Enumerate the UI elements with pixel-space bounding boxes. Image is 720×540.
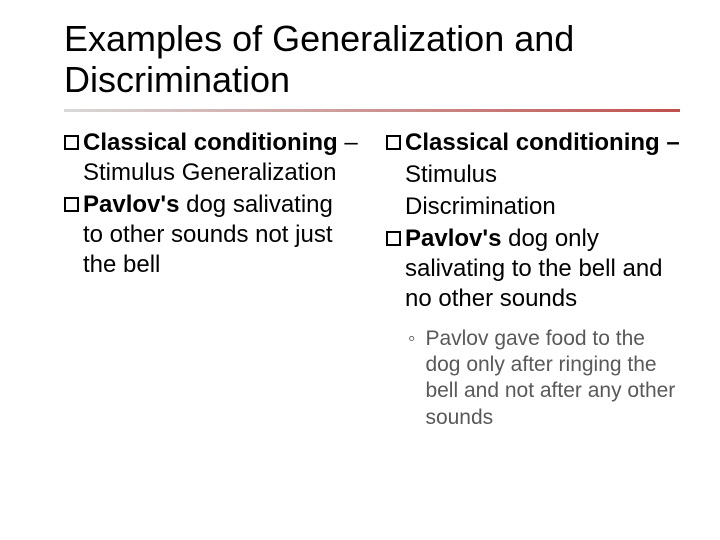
bullet-text: Discrimination [405, 192, 680, 222]
right-column: Classical conditioning – Stimulus Discri… [386, 128, 680, 431]
list-item: Classical conditioning – [386, 128, 680, 158]
bold-run: Classical conditioning – [405, 129, 680, 156]
list-item: Pavlov's dog salivating to other sounds … [64, 190, 358, 280]
bold-run: Pavlov's [405, 225, 501, 252]
square-bullet-icon [64, 135, 79, 150]
bullet-text: Stimulus [405, 160, 680, 190]
bullet-text: Classical conditioning – Stimulus Genera… [83, 128, 358, 188]
list-item: Pavlov's dog only salivating to the bell… [386, 224, 680, 314]
left-column: Classical conditioning – Stimulus Genera… [64, 128, 358, 431]
bullet-text: Pavlov's dog salivating to other sounds … [83, 190, 358, 280]
list-item-continuation: Stimulus [386, 160, 680, 190]
sub-list-item: ◦ Pavlov gave food to the dog only after… [386, 326, 680, 431]
text-run: Discrimination [405, 193, 556, 220]
square-bullet-icon [386, 231, 401, 246]
bullet-text: Classical conditioning – [405, 128, 680, 158]
list-item-continuation: Discrimination [386, 192, 680, 222]
list-item: Classical conditioning – Stimulus Genera… [64, 128, 358, 188]
circle-bullet-icon: ◦ [408, 326, 415, 352]
content-columns: Classical conditioning – Stimulus Genera… [64, 128, 680, 431]
text-run: Stimulus [405, 161, 497, 188]
bold-run: Pavlov's [83, 191, 179, 218]
square-bullet-icon [64, 197, 79, 212]
bullet-text: Pavlov's dog only salivating to the bell… [405, 224, 680, 314]
page-title: Examples of Generalization and Discrimin… [64, 18, 680, 101]
title-underline [64, 109, 680, 112]
sub-text: Pavlov gave food to the dog only after r… [425, 326, 680, 431]
square-bullet-icon [386, 135, 401, 150]
bold-run: Classical conditioning [83, 129, 338, 156]
